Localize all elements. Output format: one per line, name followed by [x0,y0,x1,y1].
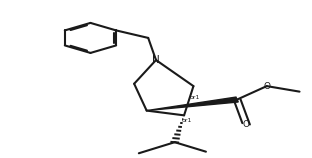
Text: or1: or1 [190,95,200,100]
Text: N: N [152,55,160,65]
Text: or1: or1 [182,118,193,123]
Text: O: O [243,120,250,129]
Polygon shape [147,97,238,111]
Text: O: O [263,82,270,91]
